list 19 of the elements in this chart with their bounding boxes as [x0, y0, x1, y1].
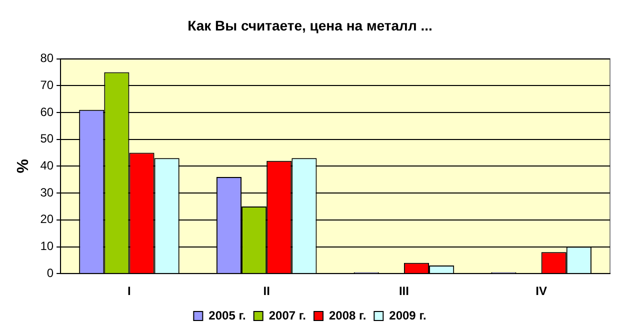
x-tick-label: I — [128, 284, 131, 298]
legend-label: 2008 г. — [329, 308, 366, 322]
y-tick-label: 30 — [40, 185, 54, 200]
y-tick-label: 10 — [40, 239, 54, 254]
legend-label: 2005 г. — [208, 308, 246, 322]
y-tick-label: 40 — [40, 158, 54, 173]
y-tick-label: 0 — [46, 266, 54, 280]
x-tick-label: III — [398, 284, 409, 298]
y-tick-label: 60 — [40, 104, 54, 119]
y-tick-label: 20 — [40, 212, 54, 226]
y-tick-label: 70 — [40, 78, 54, 92]
y-tick-label: 80 — [40, 51, 54, 66]
chart-title: Как Вы считаете, цена на металл ... — [188, 17, 432, 34]
x-tick-label: II — [263, 284, 270, 298]
legend-label: 2007 г. — [268, 308, 306, 322]
x-tick-label: IV — [536, 284, 547, 298]
y-axis-title: % — [15, 159, 32, 174]
y-tick-label: 50 — [40, 132, 54, 146]
legend-label: 2009 г. — [389, 308, 426, 322]
